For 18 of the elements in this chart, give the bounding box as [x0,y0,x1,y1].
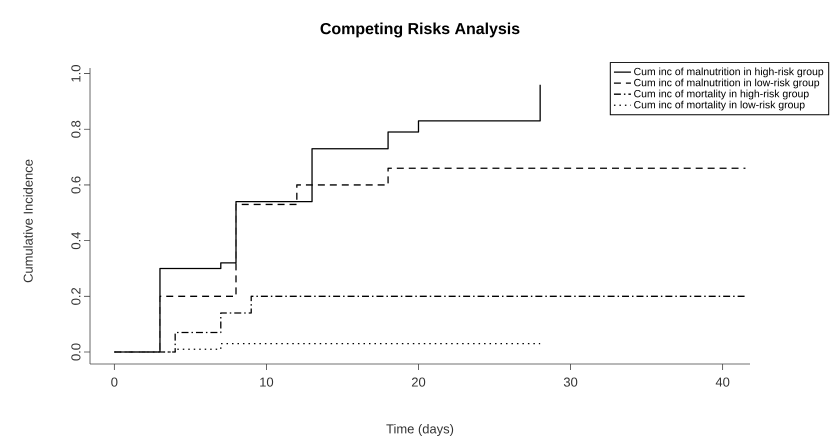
y-tick-label: 1.0 [71,65,80,82]
y-tick-label: 0.2 [71,288,80,305]
y-tick-label: 0.4 [71,232,80,250]
y-axis-title: Cumulative Incidence [23,160,33,282]
x-tick-label: 20 [412,378,426,387]
legend-label: Cum inc of malnutrition in high-risk group [634,68,824,78]
y-tick-label: 0.6 [71,176,80,194]
x-axis-title: Time (days) [386,424,454,436]
x-tick-label: 10 [260,378,274,387]
y-tick-label: 0.8 [71,120,80,138]
legend-label: Cum inc of malnutrition in low-risk group [634,78,820,88]
x-tick-label: 30 [564,378,578,387]
x-tick-label: 0 [111,378,118,387]
legend-label: Cum inc of mortality in low-risk group [634,100,805,110]
legend-label: Cum inc of mortality in high-risk group [634,90,809,100]
chart-title: Competing Risks Analysis [320,22,520,38]
x-tick-label: 40 [716,378,730,387]
y-tick-label: 0.0 [71,344,80,361]
